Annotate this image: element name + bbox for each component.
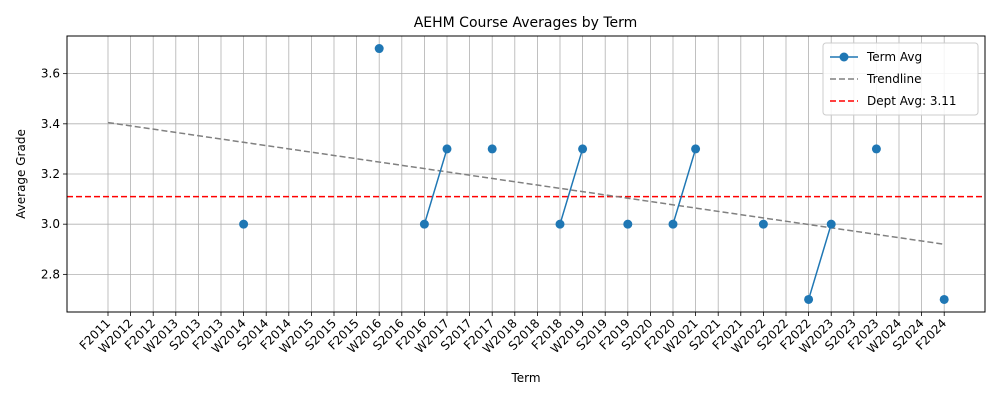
y-axis-label: Average Grade [14,129,28,219]
series-segment [672,148,697,225]
data-point [804,294,814,304]
data-point [419,219,429,229]
legend-label: Term Avg [866,50,922,64]
series-segment [807,223,832,300]
trendline-line [107,121,945,245]
chart-title: AEHM Course Averages by Term [414,15,638,31]
y-tick-label: 2.8 [41,267,60,281]
data-point [691,144,701,154]
legend-marker [839,52,849,62]
data-point [758,219,768,229]
legend-label: Trendline [866,72,922,86]
x-axis: F2011W2012F2012W2013S2013F2013W2014S2014… [77,312,949,356]
series-segment [423,148,448,225]
data-point [668,219,678,229]
data-point [871,144,881,154]
y-axis: 2.8 3.0 3.2 3.4 3.6 [41,67,67,281]
y-tick-label: 3.6 [41,67,60,81]
legend: Term Avg Trendline Dept Avg: 3.11 [822,42,979,116]
y-tick-label: 3.2 [41,167,60,181]
y-tick-label: 3.0 [41,217,60,231]
trendline [107,121,945,245]
x-axis-label: Term [510,371,540,385]
grid [67,36,985,312]
legend-box [822,42,979,116]
data-point [623,219,633,229]
series-term-avg [239,44,949,304]
y-tick-label: 3.4 [41,117,60,131]
series-segment [559,148,584,225]
data-point [442,144,452,154]
data-point [826,219,836,229]
data-point [487,144,497,154]
data-point [578,144,588,154]
data-point [374,44,384,54]
data-point [939,294,949,304]
data-point [239,219,249,229]
data-point [555,219,565,229]
legend-label: Dept Avg: 3.11 [867,94,957,108]
